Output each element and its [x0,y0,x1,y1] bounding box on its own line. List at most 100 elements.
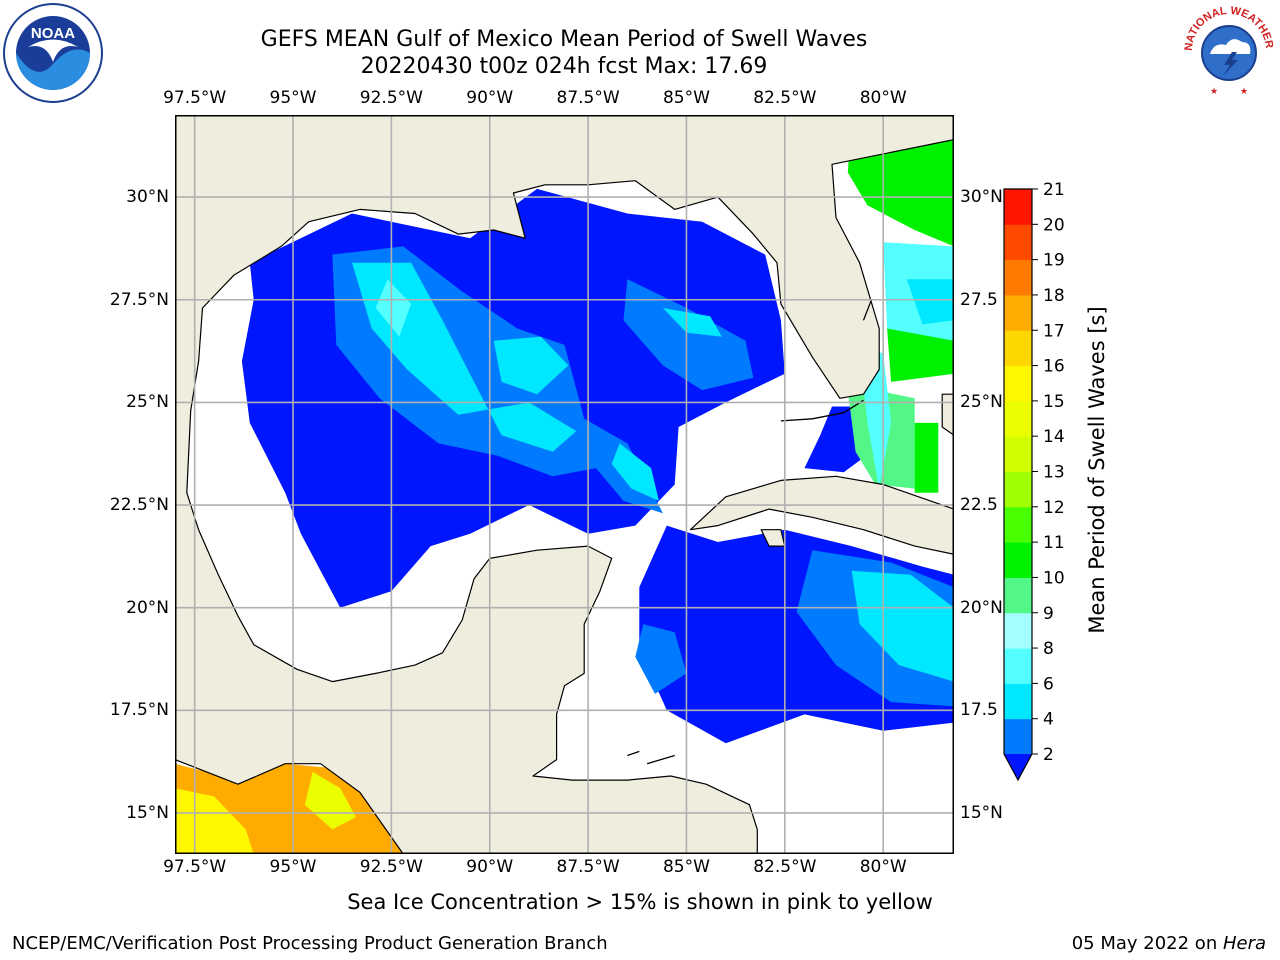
colorbar-tick-label: 16 [1043,357,1065,377]
colorbar-tick-label: 8 [1043,639,1054,659]
colorbar-tick-label: 13 [1043,463,1065,483]
colorbar-segment [1004,612,1032,649]
lat-label-left: 20°N [126,597,169,618]
swell-contour [304,771,356,830]
lat-label-right: 17.5 [960,700,998,721]
lat-label-right: 27.5 [960,289,998,310]
colorbar-tick-label: 12 [1043,498,1065,518]
colorbar-segment [1004,189,1032,225]
footer-branch: NCEP/EMC/Verification Post Processing Pr… [12,933,608,954]
island-outline [627,750,640,757]
swell-contour [914,422,939,493]
colorbar-segment [1004,542,1032,578]
lon-label-top: 90°W [466,88,514,108]
land-area [175,115,954,854]
land-area [689,475,954,555]
footer-date: 05 May 2022 on Hera [1072,933,1266,954]
nws-logo: NATIONAL WEATHER SERVICE ★ ★ [1180,2,1276,98]
colorbar-tick-label: 11 [1043,533,1065,553]
colorbar-segment [1004,471,1032,508]
lon-label-top: 97.5°W [163,88,227,108]
lon-label-bottom: 90°W [466,857,514,877]
island-outline [780,399,864,422]
lat-label-right: 22.5 [960,495,998,516]
lat-label-left: 17.5°N [109,700,169,721]
swell-contour [493,336,569,395]
colorbar-tick-label: 18 [1043,286,1065,306]
lon-label-bottom: 80°W [859,857,907,877]
sea-ice-note: Sea Ice Concentration > 15% is shown in … [347,890,933,914]
swell-period-field [175,115,954,854]
svg-text:★: ★ [1210,87,1218,97]
swell-contour [635,624,687,694]
colorbar-segment [1004,224,1032,261]
swell-contour [851,570,954,682]
lon-label-top: 80°W [859,88,907,108]
lon-label-bottom: 97.5°W [163,857,227,877]
lon-label-bottom: 87.5°W [556,857,620,877]
colorbar-segment [1004,294,1032,331]
land-area [941,393,954,436]
swell-contour [623,279,754,391]
colorbar-segment [1004,506,1032,543]
lat-label-left: 30°N [126,187,169,208]
graticule [175,115,954,854]
lat-label-left: 22.5°N [109,495,169,516]
swell-contour [611,443,659,501]
map-subtitle: 20220430 t00z 024h fcst Max: 17.69 [360,54,768,79]
noaa-logo: NOAA [3,3,103,103]
colorbar-tick-label: 14 [1043,427,1065,447]
colorbar-segment [1004,436,1032,472]
colorbar-tick-label: 20 [1043,215,1065,235]
map-title: GEFS MEAN Gulf of Mexico Mean Period of … [260,27,868,52]
lon-label-bottom: 82.5°W [753,857,817,877]
colorbar-tick-label: 15 [1043,392,1065,412]
colorbar: 2 4 6 8 9 10 11 12 13 14 15 16 17 18 19 20 21 [1003,180,1065,782]
colorbar-segment [1004,718,1032,755]
swell-contour [887,328,954,382]
lat-label-right: 30°N [960,187,1003,208]
colorbar-tick-label: 19 [1043,251,1065,271]
lon-label-top: 85°W [662,88,710,108]
colorbar-tick-label: 17 [1043,321,1065,341]
colorbar-segment [1004,577,1032,614]
colorbar-segment [1004,365,1032,402]
swell-contour [906,279,954,325]
colorbar-tick-label: 6 [1043,674,1054,694]
lat-label-left: 27.5°N [109,289,169,310]
lat-label-left: 25°N [126,392,169,413]
svg-text:★: ★ [1240,87,1248,97]
colorbar-extend-triangle [1004,754,1032,780]
lon-label-bottom: 85°W [662,857,710,877]
colorbar-segment [1004,400,1032,437]
colorbar-tick-label: 10 [1043,568,1065,588]
lat-label-right: 25°N [960,392,1003,413]
lon-label-top: 92.5°W [359,88,423,108]
swell-contour [662,308,722,337]
colorbar-label: Mean Period of Swell Waves [s] [1085,306,1109,634]
lat-label-left: 15°N [126,802,169,823]
lon-label-top: 82.5°W [753,88,817,108]
swell-contour [375,279,412,337]
footer-date-text: 05 May 2022 on [1071,933,1223,954]
colorbar-segment [1004,648,1032,684]
colorbar-segment [1004,330,1032,367]
lat-label-right: 15°N [960,802,1003,823]
footer-machine: Hera [1222,933,1266,954]
coastline [627,299,873,765]
svg-text:NOAA: NOAA [31,25,75,42]
lon-label-top: 95°W [269,88,317,108]
colorbar-tick-label: 2 [1043,745,1054,765]
map-panel [175,115,954,854]
colorbar-segment [1004,259,1032,296]
lon-label-bottom: 92.5°W [359,857,423,877]
colorbar-tick-label: 4 [1043,710,1054,730]
colorbar-segment [1004,683,1032,720]
land-mask [175,115,954,854]
island-outline [646,754,675,765]
colorbar-tick-label: 9 [1043,604,1054,624]
lon-label-bottom: 95°W [269,857,317,877]
island-outline [862,299,873,321]
lon-label-top: 87.5°W [556,88,620,108]
lat-label-right: 20°N [960,597,1003,618]
